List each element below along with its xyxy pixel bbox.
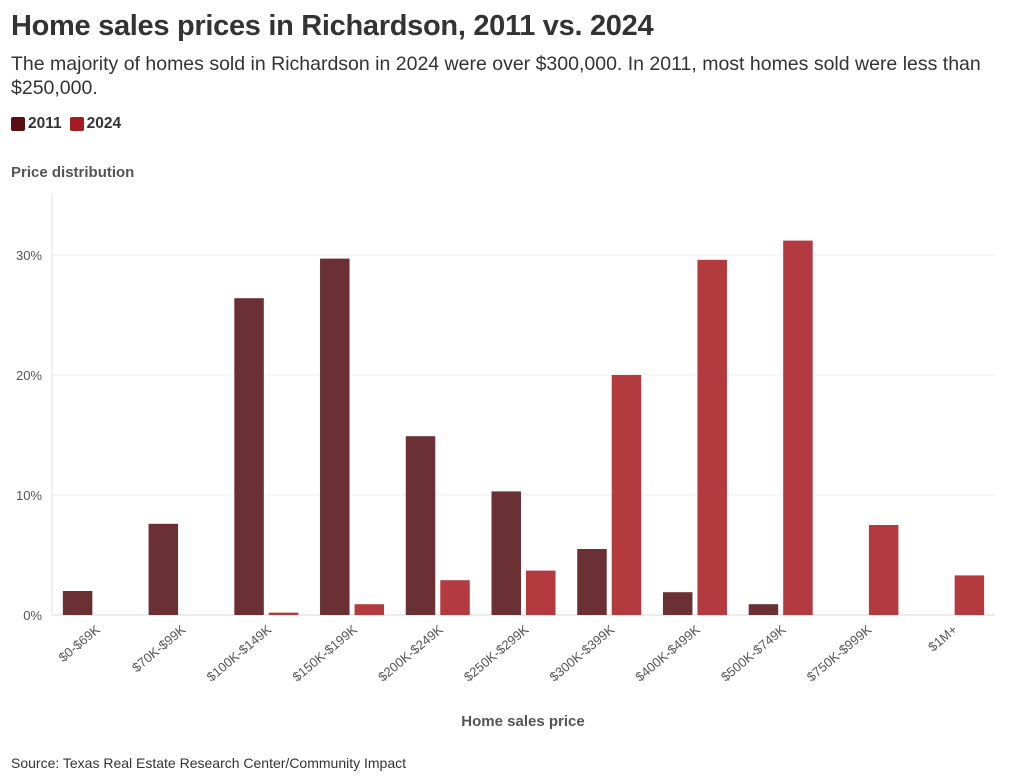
x-tick-label: $150K-$199K [289, 622, 360, 685]
x-tick-label: $200K-$249K [375, 622, 446, 685]
bar-2011-8[interactable] [748, 604, 779, 615]
bar-2024-2[interactable] [268, 612, 299, 615]
y-axis-ticks: 0% 10% 20% 30% [16, 248, 42, 623]
x-axis-ticks: $0-$69K $70K-$99K $100K-$149K $150K-$199K $2… [55, 622, 960, 685]
bar-2011-3[interactable] [320, 258, 350, 615]
legend-label-2011: 2011 [28, 115, 62, 132]
x-tick-label: $400K-$499K [632, 622, 703, 685]
y-tick-label: 20% [16, 368, 42, 383]
x-tick-label: $70K-$99K [129, 622, 189, 676]
chart-subtitle: The majority of homes sold in Richardson… [11, 53, 981, 99]
bar-2024-7[interactable] [697, 259, 727, 615]
x-axis-title: Home sales price [461, 713, 584, 730]
legend-item-2011[interactable]: 2011 [11, 115, 62, 133]
y-tick-label: 30% [16, 248, 42, 263]
legend-swatch-2011 [11, 117, 25, 131]
y-axis-title: Price distribution [11, 164, 134, 181]
legend-label-2024: 2024 [86, 115, 122, 132]
y-tick-label: 0% [23, 608, 42, 623]
y-tick-label: 10% [16, 488, 42, 503]
bar-2024-10[interactable] [954, 575, 985, 615]
bar-2011-1[interactable] [148, 523, 179, 615]
bar-2011-2[interactable] [234, 298, 264, 615]
bar-2024-8[interactable] [783, 240, 813, 615]
bar-2011-7[interactable] [662, 592, 693, 615]
x-tick-label: $0-$69K [55, 622, 103, 665]
bars [62, 240, 985, 615]
bar-2024-3[interactable] [354, 604, 385, 615]
grid-lines [52, 254, 995, 616]
legend: 2011 2024 [11, 115, 121, 133]
x-tick-label: $300K-$399K [547, 622, 618, 685]
bar-2011-0[interactable] [62, 591, 93, 615]
bar-2024-9[interactable] [868, 525, 899, 615]
source-note: Source: Texas Real Estate Research Cente… [11, 755, 407, 771]
x-tick-label: $500K-$749K [718, 622, 789, 685]
bar-2024-6[interactable] [611, 375, 642, 615]
bar-2024-5[interactable] [526, 570, 556, 615]
x-tick-label: $750K-$999K [804, 622, 875, 685]
bar-2011-6[interactable] [577, 549, 607, 615]
bar-2024-4[interactable] [440, 580, 470, 615]
chart-title: Home sales prices in Richardson, 2011 vs… [11, 10, 654, 42]
legend-item-2024[interactable]: 2024 [69, 115, 122, 133]
legend-swatch-2024 [69, 117, 84, 131]
x-tick-label: $100K-$149K [204, 622, 275, 685]
bar-2011-5[interactable] [491, 491, 522, 615]
x-tick-label: $1M+ [925, 622, 960, 655]
x-tick-label: $250K-$299K [461, 622, 532, 685]
bar-2011-4[interactable] [405, 436, 436, 615]
